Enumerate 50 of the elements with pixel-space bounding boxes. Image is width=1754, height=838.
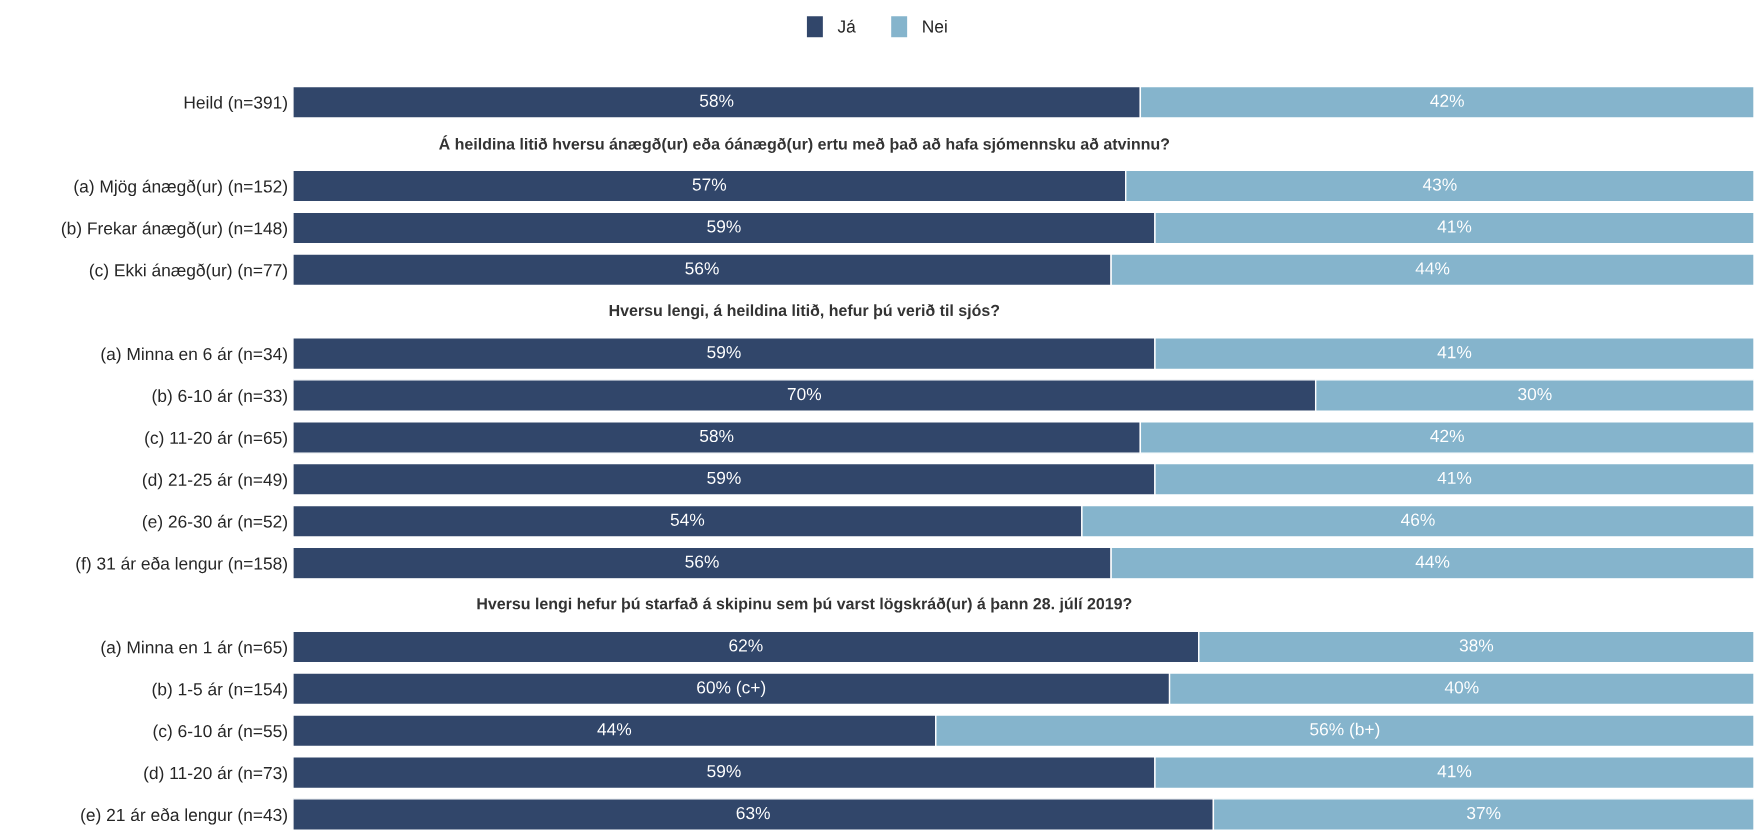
data-label: 42% bbox=[1430, 429, 1464, 443]
data-label: 40% bbox=[1444, 681, 1479, 694]
data-label: 37% bbox=[1466, 806, 1501, 820]
data-label: 30% bbox=[1518, 387, 1552, 401]
data-label: 57% bbox=[692, 178, 727, 191]
annotation: Á heildina litið hversu ánægð(ur) eða óánægð(ur) ertu með það að hafa sjómennsku að atvinnu? bbox=[439, 135, 1170, 153]
data-label: 59% bbox=[707, 220, 741, 233]
data-label: 59% bbox=[707, 346, 741, 359]
y-tick-label: (a) Mjög ánægð(ur) (n=152) bbox=[74, 179, 287, 197]
data-label: 43% bbox=[1422, 178, 1457, 191]
data-label: 46% bbox=[1400, 513, 1435, 526]
data-label: 59% bbox=[707, 471, 741, 484]
annotation: Hversu lengi hefur þú starfað á skipinu sem þú varst lögskráð(ur) á þann 28. júlí 2019? bbox=[477, 597, 1132, 613]
y-tick-label: (b) 6-10 ár (n=33) bbox=[152, 389, 287, 406]
data-label: 63% bbox=[736, 806, 770, 820]
y-tick-label: Heild (n=391) bbox=[184, 95, 287, 113]
data-label: 54% bbox=[670, 513, 705, 526]
data-label: 60% (c+) bbox=[697, 680, 766, 697]
y-tick-label: (e) 26-30 ár (n=52) bbox=[142, 514, 287, 532]
data-label: 41% bbox=[1437, 765, 1472, 778]
y-tick-label: (b) Frekar ánægð(ur) (n=148) bbox=[61, 221, 287, 238]
y-tick-label: (f) 31 ár eða lengur (n=158) bbox=[76, 556, 287, 574]
legend-label: Nei bbox=[923, 19, 947, 33]
data-label: 56% bbox=[685, 262, 719, 275]
y-tick-label: (b) 1-5 ár (n=154) bbox=[152, 682, 287, 699]
data-label: 58% bbox=[699, 429, 734, 443]
data-label: 44% bbox=[1415, 555, 1450, 568]
y-tick-label: (a) Minna en 1 ár (n=65) bbox=[101, 640, 287, 657]
data-label: 42% bbox=[1430, 94, 1464, 107]
y-tick-label: (e) 21 ár eða lengur (n=43) bbox=[81, 808, 287, 825]
y-tick-label: (d) 21-25 ár (n=49) bbox=[142, 472, 287, 490]
legend-label: Já bbox=[837, 19, 856, 33]
data-label: 70% bbox=[787, 387, 822, 401]
data-label: 41% bbox=[1437, 346, 1472, 359]
y-tick-label: (d) 11-20 ár (n=73) bbox=[144, 766, 287, 783]
data-label: 41% bbox=[1437, 220, 1472, 233]
data-label: 38% bbox=[1459, 639, 1494, 652]
data-label: 41% bbox=[1437, 471, 1472, 484]
annotation: Hversu lengi, á heildina litið, hefur þú verið til sjós? bbox=[609, 304, 1000, 320]
data-label: 56% (b+) bbox=[1310, 722, 1380, 739]
data-label: 62% bbox=[729, 639, 763, 652]
y-tick-label: (c) Ekki ánægð(ur) (n=77) bbox=[89, 263, 287, 280]
data-label: 58% bbox=[699, 94, 734, 107]
y-tick-label: (a) Minna en 6 ár (n=34) bbox=[101, 347, 287, 364]
data-label: 59% bbox=[707, 765, 741, 778]
y-tick-label: (c) 6-10 ár (n=55) bbox=[153, 724, 287, 741]
data-label: 56% bbox=[685, 555, 719, 568]
y-tick-label: (c) 11-20 ár (n=65) bbox=[145, 431, 287, 448]
data-label: 44% bbox=[597, 723, 632, 736]
data-label: 44% bbox=[1415, 262, 1450, 275]
